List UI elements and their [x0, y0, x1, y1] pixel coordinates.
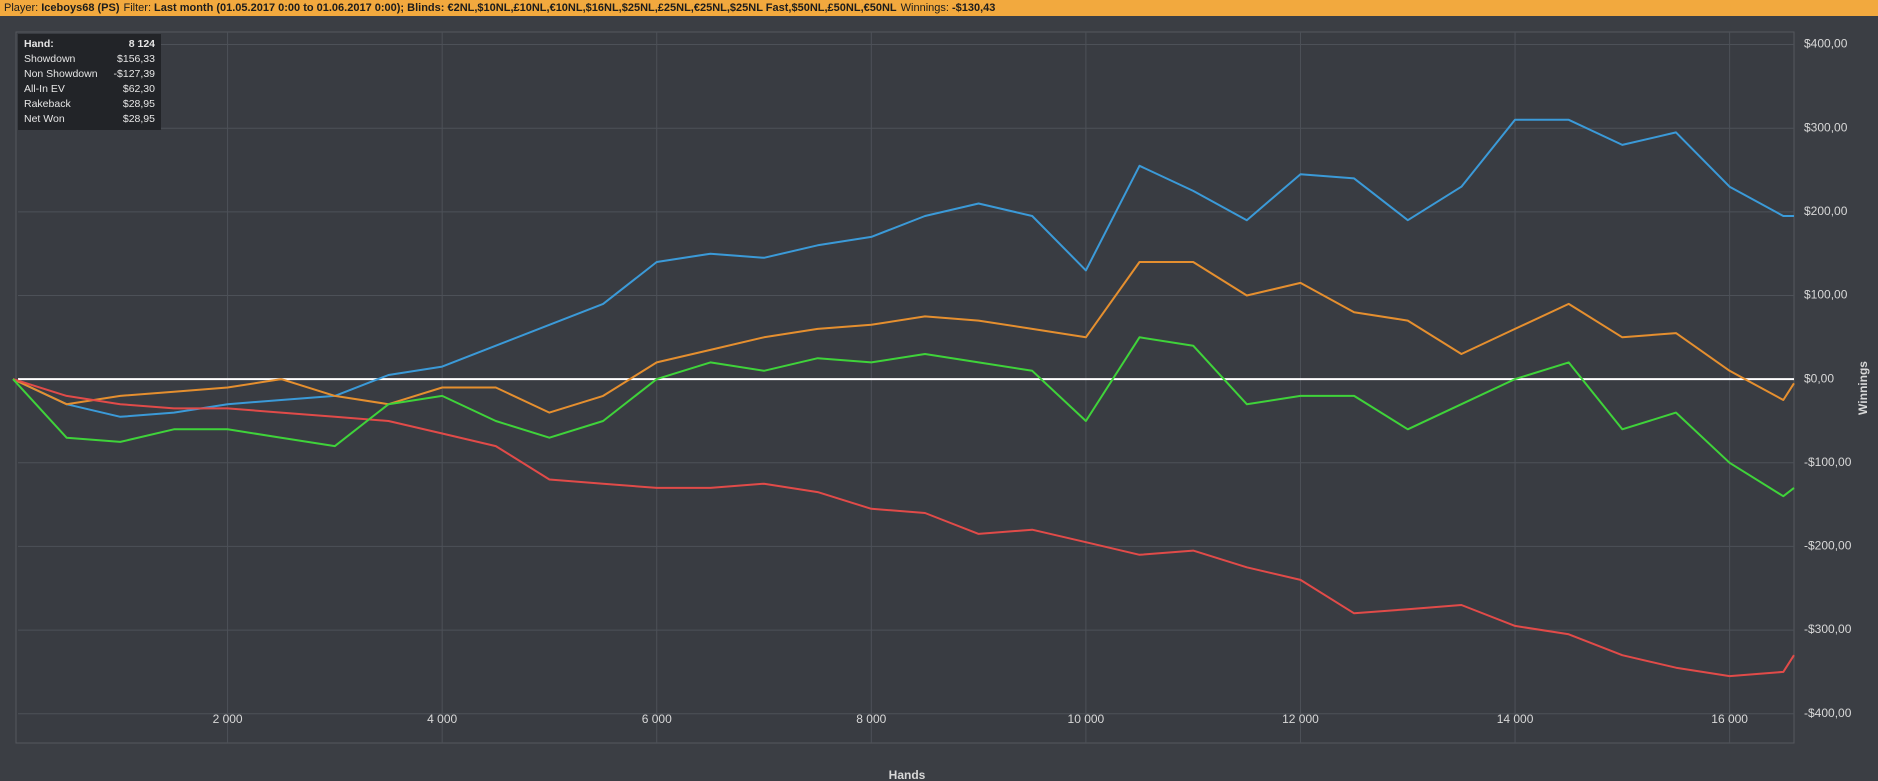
stats-label: Showdown	[24, 53, 76, 65]
stats-value: $28,95	[122, 98, 155, 110]
stats-label: Hand:	[24, 38, 54, 50]
stats-value: $62,30	[122, 83, 155, 95]
header-value: Last month (01.05.2017 0:00 to 01.06.201…	[154, 2, 897, 14]
header-label: Filter:	[123, 2, 152, 14]
y-tick-label: $100,00	[1804, 288, 1848, 302]
x-tick-label: 12 000	[1282, 712, 1319, 726]
y-tick-label: $200,00	[1804, 204, 1848, 218]
stats-value: -$127,39	[113, 68, 155, 80]
y-tick-label: -$100,00	[1804, 455, 1852, 469]
series-line	[12, 118, 1794, 418]
y-axis-label: Winnings	[1856, 361, 1870, 415]
y-tick-label: -$300,00	[1804, 622, 1852, 636]
x-tick-label: 2 000	[213, 712, 243, 726]
stats-row: Non Showdown -$127,39	[18, 67, 161, 82]
stats-label: Non Showdown	[24, 68, 98, 80]
stats-row: Hand: 8 124	[18, 37, 161, 52]
x-tick-label: 4 000	[427, 712, 457, 726]
header-value: Iceboys68 (PS)	[41, 2, 120, 14]
stats-value: 8 124	[128, 38, 155, 50]
stats-row: Net Won $28,95	[18, 112, 161, 127]
header-value: -$130,43	[951, 2, 996, 14]
y-tick-label: -$200,00	[1804, 539, 1852, 553]
series-line	[12, 336, 1795, 498]
y-tick-label: $400,00	[1804, 37, 1848, 51]
x-tick-label: 16 000	[1711, 712, 1748, 726]
x-axis-label: Hands	[889, 768, 926, 781]
header-bar: Player: Iceboys68 (PS) Filter: Last month (…	[0, 0, 1878, 16]
x-tick-label: 10 000	[1068, 712, 1105, 726]
x-tick-label: 14 000	[1497, 712, 1534, 726]
y-tick-label: $0,00	[1804, 371, 1834, 385]
stats-box: Hand: 8 124 Showdown $156,33 Non Showdown -$1…	[18, 34, 161, 130]
stats-row: Showdown $156,33	[18, 52, 161, 67]
header-label: Winnings:	[900, 2, 949, 14]
plot-area	[15, 31, 1795, 744]
y-tick-label: -$400,00	[1804, 706, 1852, 720]
stats-value: $28,95	[122, 113, 155, 125]
stats-row: Rakeback $28,95	[18, 97, 161, 112]
stats-label: Rakeback	[24, 98, 71, 110]
header-label: Player:	[4, 2, 39, 14]
stats-value: $156,33	[117, 53, 155, 65]
series-line	[12, 378, 1795, 678]
stats-label: All-In EV	[24, 83, 65, 95]
x-tick-label: 8 000	[856, 712, 886, 726]
stats-label: Net Won	[24, 113, 65, 125]
y-tick-label: $300,00	[1804, 120, 1848, 134]
series-line	[12, 261, 1795, 414]
x-tick-label: 6 000	[642, 712, 672, 726]
stats-row: All-In EV $62,30	[18, 82, 161, 97]
